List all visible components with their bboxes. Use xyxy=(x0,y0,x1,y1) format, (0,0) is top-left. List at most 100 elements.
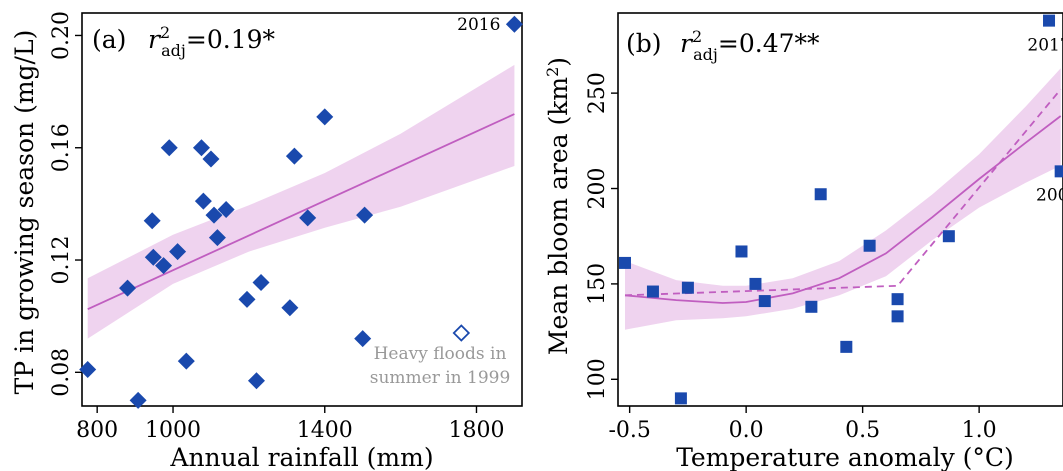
panel-a-fit-layer xyxy=(87,113,515,311)
panel-a-stat-sub: adj xyxy=(161,41,186,60)
a-x-tick-label: 800 xyxy=(76,418,118,443)
b-x-tick-label: 1.0 xyxy=(962,418,997,443)
panel-b-point-labels: 2017 2007 xyxy=(1027,36,1063,206)
b-data-point xyxy=(1054,165,1063,178)
panel-a-point-labels: 2016 xyxy=(457,15,500,35)
b-data-point xyxy=(758,295,771,308)
panel-b-y-axis-label-end: ) xyxy=(544,57,573,67)
panel-a-stat-symbol: r xyxy=(148,25,162,54)
b-breakpoint-line xyxy=(624,88,1062,297)
panel-a-stat-value: =0.19* xyxy=(186,25,276,54)
a-x-tick-label: 1000 xyxy=(145,418,201,443)
b-y-tick-label: 250 xyxy=(585,72,610,114)
b-x-tick-label: 0.0 xyxy=(729,418,764,443)
panel-b-y-axis-label-sup: 2 xyxy=(543,67,562,77)
b-x-tick-label: 0.5 xyxy=(845,418,880,443)
b-point-label: 2017 xyxy=(1027,36,1063,56)
a-data-point xyxy=(202,150,220,168)
panel-b-stat: r2 adj=0.47** xyxy=(680,27,820,64)
a-y-tick-label: 0.12 xyxy=(49,236,74,285)
panel-a-points-layer xyxy=(79,15,523,409)
panel-a-stat-sup: 2 xyxy=(160,23,170,42)
a-data-point xyxy=(129,391,147,409)
a-data-point xyxy=(505,15,523,33)
b-data-point xyxy=(814,188,827,201)
a-data-point xyxy=(194,192,212,210)
panel-b-band-layer xyxy=(625,68,1061,330)
a-confidence-band xyxy=(87,64,515,339)
b-data-point xyxy=(735,245,748,258)
b-x-tick-label: -0.5 xyxy=(608,418,650,443)
b-y-tick-label: 100 xyxy=(585,358,610,400)
b-plot-frame xyxy=(617,12,1063,407)
a-data-point xyxy=(169,243,187,261)
panel-b-axes: -0.5 0.0 0.5 1.0 100 150 200 250 xyxy=(585,12,1063,443)
panel-a-axes: 800 1000 1400 1800 0.08 0.12 0.16 0.20 xyxy=(49,11,523,443)
panel-b-stat-sub: adj xyxy=(693,45,718,64)
panel-b-stat-value: =0.47** xyxy=(718,29,820,58)
a-data-point xyxy=(155,257,173,275)
panel-b-stat-sup: 2 xyxy=(692,27,702,46)
a-fit-line xyxy=(87,113,515,311)
a-y-tick-label: 0.08 xyxy=(49,348,74,397)
a-point-label: 2016 xyxy=(457,15,500,35)
panel-b-x-axis-label: Temperature anomaly (°C) xyxy=(676,443,1014,471)
a-y-tick-label: 0.16 xyxy=(49,123,74,172)
panel-b-fit-layer xyxy=(624,88,1062,304)
a-data-point xyxy=(144,248,162,266)
panel-b-points-layer xyxy=(618,14,1063,405)
b-confidence-band xyxy=(625,68,1061,330)
a-open-data-point xyxy=(452,324,471,342)
b-data-point xyxy=(618,256,631,269)
panel-a-annotation-line-1: Heavy floods in xyxy=(374,344,507,364)
a-x-tick-label: 1400 xyxy=(297,418,353,443)
panel-a-y-axis-label: TP in growing season (mg/L) xyxy=(10,30,39,395)
panel-b-stat-symbol: r xyxy=(680,29,694,58)
a-data-point xyxy=(79,361,97,379)
panel-a-stat: r2 adj=0.19* xyxy=(148,23,276,60)
a-x-tick-label: 1800 xyxy=(448,418,504,443)
b-data-point xyxy=(891,293,904,306)
panel-b-y-axis-label-main: Mean bloom area (km xyxy=(544,77,573,356)
b-data-point xyxy=(1043,14,1056,27)
a-data-point xyxy=(281,299,299,317)
a-data-point xyxy=(217,201,235,218)
a-data-point xyxy=(177,352,195,370)
a-data-point xyxy=(247,372,265,390)
panel-a-band-layer xyxy=(87,64,515,339)
a-y-tick-label: 0.20 xyxy=(49,11,74,60)
a-data-point xyxy=(285,147,303,165)
panel-b-label: (b) xyxy=(626,29,662,58)
b-data-point xyxy=(805,300,818,313)
b-data-point xyxy=(674,392,687,405)
a-data-point xyxy=(252,273,270,291)
a-data-point xyxy=(208,229,226,247)
panel-a-chart: 800 1000 1400 1800 0.08 0.12 0.16 0.20 2016 (a)… xyxy=(10,11,523,471)
b-data-point xyxy=(681,281,694,294)
b-data-point xyxy=(942,230,955,243)
a-data-point xyxy=(143,212,161,230)
b-data-point xyxy=(749,277,762,290)
a-plot-frame xyxy=(81,12,523,407)
a-data-point xyxy=(192,139,210,157)
b-data-point xyxy=(646,285,659,298)
b-data-point xyxy=(891,310,904,323)
a-data-point xyxy=(356,206,374,224)
panel-b-y-axis-label: Mean bloom area (km2) xyxy=(543,57,573,355)
a-data-point xyxy=(160,139,178,157)
panel-a-x-axis-label: Annual rainfall (mm) xyxy=(169,443,433,471)
a-data-point xyxy=(238,290,256,308)
a-data-point xyxy=(316,108,334,126)
b-data-point xyxy=(840,340,853,353)
b-point-label: 2007 xyxy=(1036,185,1063,205)
a-data-point xyxy=(354,330,372,348)
a-data-point xyxy=(119,279,137,297)
a-data-point xyxy=(205,206,223,224)
panel-a-annotation-line-2: summer in 1999 xyxy=(370,368,511,388)
panel-b-chart: -0.5 0.0 0.5 1.0 100 150 200 250 2017 2007 (b) r… xyxy=(543,12,1063,471)
a-data-point xyxy=(299,209,317,227)
b-y-tick-label: 150 xyxy=(585,263,610,305)
panel-a-label: (a) xyxy=(92,25,126,54)
b-data-point xyxy=(863,239,876,252)
